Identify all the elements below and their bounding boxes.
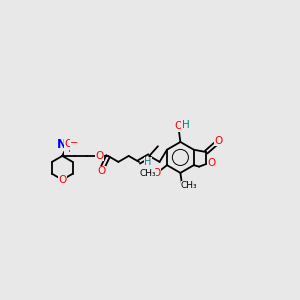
Text: CH₃: CH₃ xyxy=(139,169,156,178)
Text: −: − xyxy=(70,138,79,148)
Text: H: H xyxy=(182,120,189,130)
Text: N: N xyxy=(57,138,67,151)
Text: O: O xyxy=(96,151,104,161)
Text: O: O xyxy=(65,140,73,149)
Text: CH₃: CH₃ xyxy=(181,181,198,190)
Text: H: H xyxy=(144,158,152,167)
Text: O: O xyxy=(214,136,223,146)
Text: O: O xyxy=(208,158,216,168)
Text: O: O xyxy=(97,167,105,176)
Text: +: + xyxy=(65,145,72,154)
Text: O: O xyxy=(152,169,160,178)
Text: O: O xyxy=(58,175,66,185)
Text: O: O xyxy=(174,121,182,131)
